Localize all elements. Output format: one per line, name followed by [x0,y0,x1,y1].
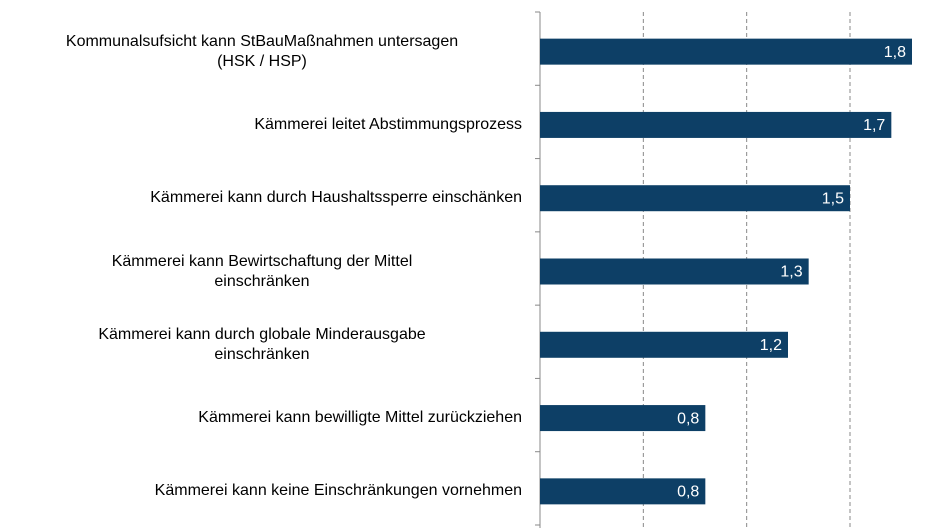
value-label: 1,7 [863,117,885,134]
category-label: Kämmerei kann keine Einschränkungen vorn… [154,482,522,500]
bar [540,405,706,432]
value-label: 1,8 [884,44,906,61]
bar [540,38,912,65]
value-label: 0,8 [677,410,699,427]
bar [540,258,809,285]
value-label: 1,2 [760,337,782,354]
value-label: 0,8 [677,484,699,501]
category-label: Kommunalsufsicht kann StBauMaßnahmen unt… [65,32,459,70]
bar [540,478,706,505]
value-label: 1,5 [822,190,844,207]
bar [540,331,788,358]
bar [540,185,850,212]
category-label: Kämmerei leitet Abstimmungsprozess [254,115,522,133]
category-label: Kämmerei kann bewilligte Mittel zurückzi… [198,409,522,427]
category-label: Kämmerei kann durch globale Minderausgab… [98,325,426,363]
category-label: Kämmerei kann durch Haushaltssperre eins… [150,189,522,207]
bar [540,111,892,138]
value-label: 1,3 [780,264,802,281]
category-label: Kämmerei kann Bewirtschaftung der Mittel… [111,252,413,290]
